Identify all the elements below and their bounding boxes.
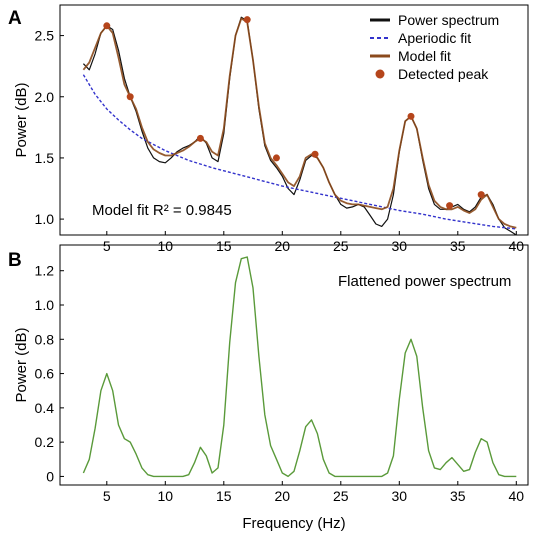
x-tick-label: 30 — [392, 238, 408, 254]
detected-peak-marker — [243, 16, 251, 24]
panel-b-frame — [59, 244, 529, 486]
y-tick-label: 2.5 — [35, 28, 55, 44]
y-tick-label: 0.4 — [35, 400, 55, 416]
panel-a: A Power (dB) Model fit R² = 0.9845 5 10 15… — [8, 4, 529, 254]
model-fit-line — [82, 17, 517, 229]
aperiodic-fit-line — [82, 74, 517, 230]
y-tick-label: 1.5 — [35, 150, 55, 166]
x-tick-label: 20 — [275, 488, 291, 504]
y-tick-label: 0.2 — [35, 434, 55, 450]
y-tick-label: 1.0 — [35, 211, 55, 227]
legend-power-spectrum-label: Power spectrum — [398, 12, 499, 28]
x-tick-label: 5 — [103, 488, 111, 504]
panel-b-ticks: 5 10 15 20 25 30 35 40 0 0.2 0.4 0.6 0.8 1.0 1.2 — [35, 263, 525, 504]
legend-aperiodic-fit-label: Aperiodic fit — [398, 30, 471, 46]
detected-peak-marker — [196, 134, 204, 142]
legend-detected-peak-swatch — [375, 69, 385, 79]
panel-b-y-axis-label: Power (dB) — [13, 327, 30, 402]
x-tick-label: 25 — [333, 488, 349, 504]
x-tick-label: 30 — [392, 488, 408, 504]
detected-peak-marker — [103, 22, 111, 30]
flattened-spectrum-line — [82, 256, 517, 478]
y-tick-label: 1.2 — [35, 263, 55, 279]
panel-a-y-axis-label: Power (dB) — [13, 82, 30, 157]
y-tick-label: 1.0 — [35, 297, 55, 313]
panel-a-series — [82, 16, 517, 236]
panel-a-label: A — [8, 8, 22, 29]
panel-b-label: B — [8, 250, 22, 271]
x-tick-label: 15 — [216, 488, 232, 504]
y-tick-label: 0 — [46, 468, 54, 484]
detected-peak-marker — [311, 150, 319, 158]
legend-model-fit-label: Model fit — [398, 48, 451, 64]
y-tick-label: 0.8 — [35, 331, 55, 347]
panel-a-frame — [59, 4, 529, 236]
x-tick-label: 10 — [158, 238, 174, 254]
detected-peak-marker — [477, 191, 485, 199]
flattened-spectrum-annotation: Flattened power spectrum — [338, 273, 511, 290]
x-tick-label: 40 — [509, 488, 525, 504]
legend-detected-peak-label: Detected peak — [398, 66, 489, 82]
panel-b-series — [82, 256, 517, 478]
model-fit-r2-annotation: Model fit R² = 0.9845 — [92, 202, 232, 219]
x-tick-label: 5 — [103, 238, 111, 254]
detected-peak-marker — [126, 93, 134, 101]
y-tick-label: 2.0 — [35, 89, 55, 105]
detected-peak-marker — [272, 154, 280, 162]
legend: Power spectrum Aperiodic fit Model fit D… — [370, 12, 499, 82]
x-tick-label: 10 — [158, 488, 174, 504]
x-tick-label: 35 — [450, 488, 466, 504]
x-tick-label: 20 — [275, 238, 291, 254]
x-tick-label: 40 — [509, 238, 525, 254]
detected-peak-marker — [446, 202, 454, 210]
panel-b: B Power (dB) Frequency (Hz) Flattened po… — [8, 244, 529, 532]
y-tick-label: 0.6 — [35, 366, 55, 382]
x-tick-label: 35 — [450, 238, 466, 254]
panel-a-ticks: 5 10 15 20 25 30 35 40 1.0 1.5 2.0 2.5 — [35, 28, 525, 254]
x-tick-label: 15 — [216, 238, 232, 254]
detected-peak-marker — [407, 112, 415, 120]
x-axis-label: Frequency (Hz) — [242, 515, 345, 532]
x-tick-label: 25 — [333, 238, 349, 254]
